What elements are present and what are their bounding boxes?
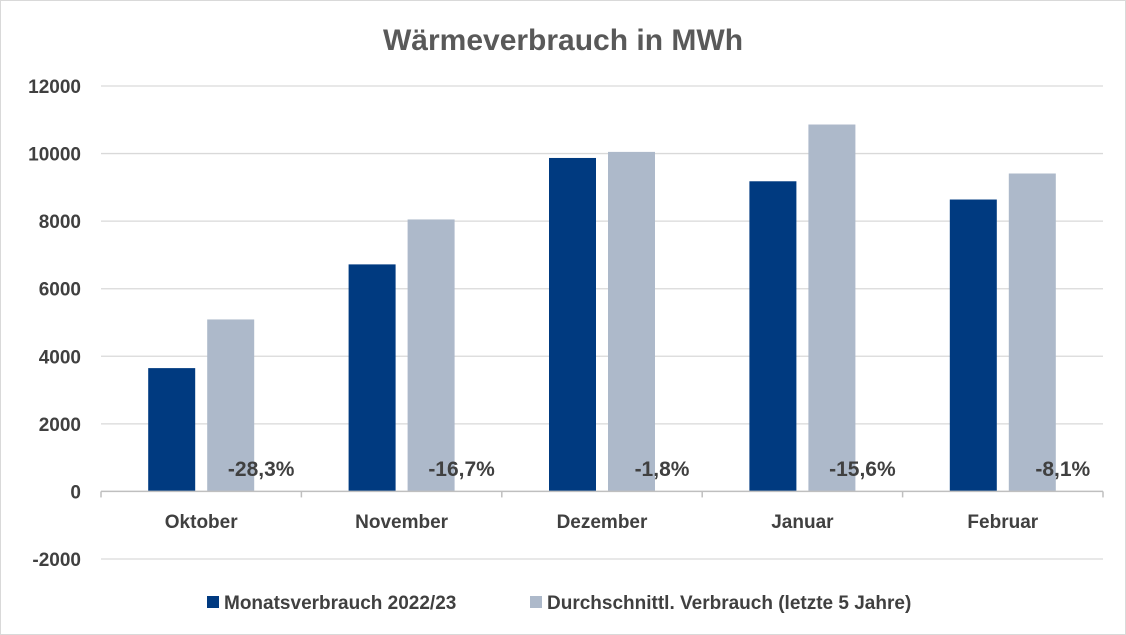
x-category-label: Dezember xyxy=(557,512,648,533)
legend-swatch xyxy=(207,596,219,608)
legend-item[interactable]: Monatsverbrauch 2022/23 xyxy=(207,593,456,614)
bar-monatsverbrauch-november xyxy=(348,264,396,492)
bar-durchschnitt-november xyxy=(407,219,455,492)
y-tick-label: 2000 xyxy=(39,415,81,436)
bar-durchschnitt-oktober xyxy=(207,319,255,492)
y-tick-label: 8000 xyxy=(39,212,81,233)
bar-durchschnitt-januar xyxy=(808,124,856,492)
legend-swatch xyxy=(530,596,542,608)
y-axis: 12000 10000 8000 6000 4000 2000 0 -2000 xyxy=(28,77,81,571)
bar-monatsverbrauch-dezember xyxy=(549,157,596,492)
bar-monatsverbrauch-februar xyxy=(949,199,997,492)
bar-monatsverbrauch-januar xyxy=(749,181,797,492)
bar-durchschnitt-februar xyxy=(1008,173,1056,492)
y-tick-label: 6000 xyxy=(39,280,81,301)
y-tick-label: 10000 xyxy=(28,145,81,166)
legend-item[interactable]: Durchschnittl. Verbrauch (letzte 5 Jahre… xyxy=(530,593,911,614)
y-tick-label: 0 xyxy=(70,482,81,503)
data-label-percent: -28,3% xyxy=(228,458,295,481)
x-axis: Oktober November Dezember Januar Februar xyxy=(100,490,1104,533)
x-category-label: Oktober xyxy=(165,512,238,533)
data-labels: -28,3% -16,7% -1,8% -15,6% -8,1% xyxy=(228,458,1091,481)
data-label-percent: -1,8% xyxy=(635,458,690,481)
x-category-label: Februar xyxy=(967,512,1038,533)
legend-label: Monatsverbrauch 2022/23 xyxy=(224,593,456,614)
y-tick-label: 12000 xyxy=(28,77,81,98)
bar-monatsverbrauch-oktober xyxy=(148,368,196,492)
data-label-percent: -16,7% xyxy=(428,458,495,481)
y-tick-label: 4000 xyxy=(39,347,81,368)
bars xyxy=(148,124,1056,492)
y-tick-label: -2000 xyxy=(32,550,81,571)
x-category-label: Januar xyxy=(771,512,834,533)
chart-title: Wärmeverbrauch in MWh xyxy=(383,24,743,57)
legend[interactable]: Monatsverbrauch 2022/23 Durchschnittl. Ve… xyxy=(207,593,911,614)
bar-durchschnitt-dezember xyxy=(608,151,655,492)
data-label-percent: -8,1% xyxy=(1035,458,1090,481)
x-category-label: November xyxy=(355,512,449,533)
legend-label: Durchschnittl. Verbrauch (letzte 5 Jahre… xyxy=(547,593,911,614)
data-label-percent: -15,6% xyxy=(829,458,896,481)
gridlines xyxy=(101,85,1103,560)
